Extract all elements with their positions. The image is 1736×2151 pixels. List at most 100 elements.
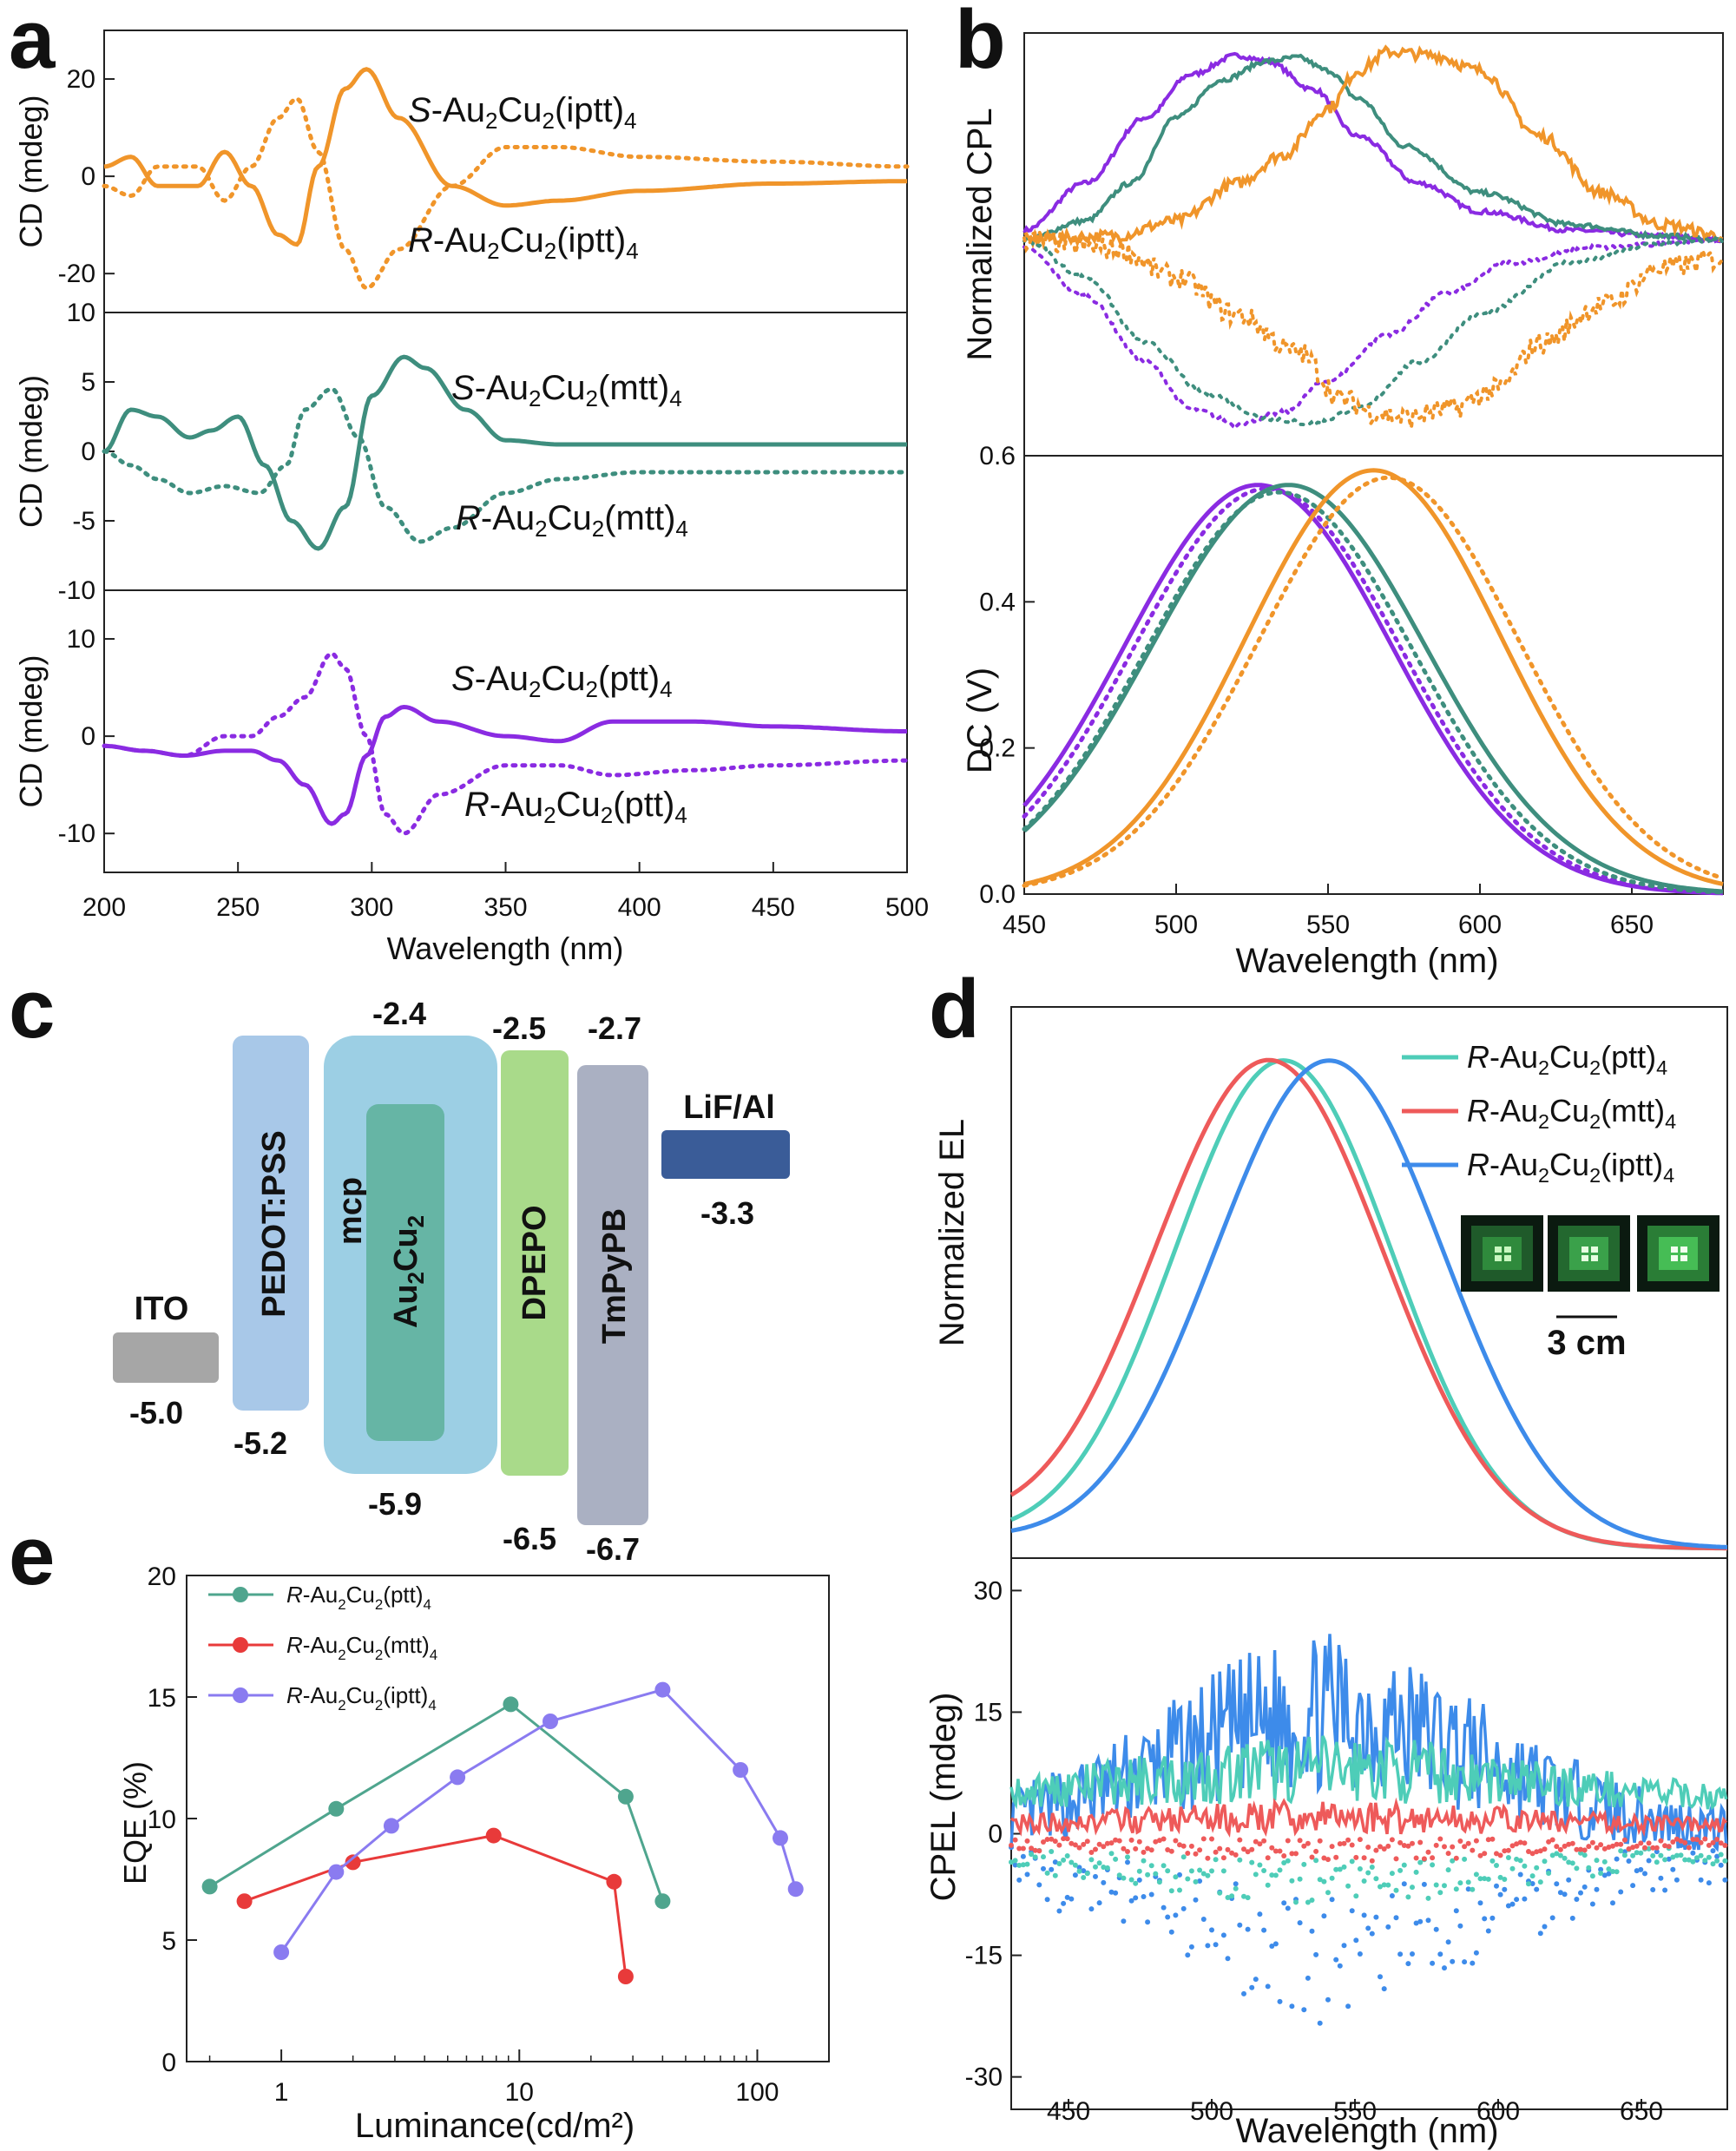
- d-xtick-label-4: 650: [1620, 2097, 1663, 2126]
- d-cpel-point-5-133: [1542, 1846, 1548, 1852]
- d-cpel-point-3-2: [1016, 1877, 1023, 1883]
- a-curve-label-2-1-t1: -Au: [490, 786, 543, 824]
- d-cpel-point-3-3: [1020, 1853, 1026, 1859]
- d-cpel-point-3-133: [1542, 1924, 1548, 1930]
- panel-e-ylabel: EQE (%): [117, 1761, 153, 1885]
- d-cpel-point-5-137: [1557, 1846, 1563, 1852]
- d-legend-label-1-t1: -Au: [1489, 1093, 1538, 1128]
- d-cpel-point-5-174: [1706, 1842, 1712, 1848]
- d-cpel-point-4-40: [1168, 1888, 1174, 1894]
- d-cpel-point-4-89: [1365, 1870, 1371, 1876]
- e-legend-label-0-s2: 2: [375, 1596, 383, 1613]
- d-cpel-point-4-19: [1084, 1871, 1090, 1877]
- d-cpel-point-3-63: [1261, 1927, 1267, 1933]
- d-cpel-point-4-85: [1349, 1858, 1355, 1865]
- e-legend-swatch-dot-2: [233, 1687, 248, 1703]
- d-cpel-point-3-147: [1598, 1866, 1604, 1872]
- e-point-0-4: [654, 1893, 671, 1910]
- d-cpel-point-5-162: [1658, 1838, 1664, 1844]
- d-cpel-point-5-28: [1121, 1845, 1127, 1852]
- d-cpel-point-3-68: [1281, 1900, 1287, 1906]
- d-cpel-point-5-147: [1598, 1842, 1604, 1848]
- e-ytick-label-2: 10: [148, 1806, 176, 1834]
- a-curve-label-1-1-s1: 2: [535, 516, 547, 542]
- d-cpel-point-4-11: [1052, 1872, 1058, 1878]
- d-legend-label-2-s1: 2: [1538, 1164, 1549, 1187]
- d-cpel-point-4-14: [1064, 1853, 1070, 1858]
- d-cpel-point-3-163: [1662, 1887, 1668, 1893]
- d-cpel-point-4-5: [1029, 1852, 1035, 1858]
- d-cpel-point-4-66: [1272, 1872, 1279, 1878]
- d-cpel-point-5-111: [1453, 1855, 1459, 1861]
- d-cpel-point-5-40: [1168, 1848, 1174, 1854]
- d-legend-label-0-s1: 2: [1538, 1056, 1549, 1079]
- d-cpel-point-4-122: [1497, 1874, 1503, 1880]
- d-cpel-point-4-3: [1020, 1862, 1026, 1868]
- layer-tmpypb-label: TmPyPB: [596, 1208, 633, 1344]
- b-xtick-label-0: 450: [1003, 911, 1046, 939]
- d-cpel-point-4-152: [1618, 1848, 1624, 1854]
- d-cpel-point-5-171: [1694, 1837, 1700, 1843]
- d-cpel-point-4-49: [1205, 1872, 1211, 1878]
- d-cpel-point-3-102: [1417, 1918, 1424, 1924]
- d-cpel-point-4-143: [1581, 1852, 1588, 1858]
- d-cpel-point-5-80: [1329, 1844, 1335, 1850]
- b-dc-series-1: [1022, 486, 1726, 896]
- a-curve-label-0-0: S-Au2Cu2(iptt)4: [408, 91, 636, 134]
- d-cpel-point-5-42: [1177, 1842, 1182, 1848]
- d-cpel-point-3-94: [1385, 1924, 1391, 1930]
- d-cpel-point-5-16: [1072, 1842, 1078, 1848]
- d-cpel-point-4-2: [1016, 1862, 1023, 1868]
- d-cpel-point-4-74: [1305, 1899, 1311, 1905]
- d-cpel-point-3-138: [1562, 1891, 1568, 1898]
- d-cpel-point-3-81: [1333, 1957, 1339, 1963]
- d-cpel-point-5-39: [1165, 1847, 1171, 1852]
- d-cpel-point-3-49: [1205, 1943, 1211, 1949]
- b-ytick-label-0: 0.0: [979, 880, 1016, 909]
- d-cpel-point-5-72: [1297, 1838, 1303, 1844]
- d-cpel-point-3-10: [1049, 1866, 1055, 1872]
- d-cpel-point-4-8: [1041, 1854, 1046, 1860]
- d-cpel-point-4-38: [1161, 1863, 1167, 1869]
- d-cpel-point-5-36: [1153, 1839, 1159, 1845]
- d-cpel-point-4-69: [1285, 1858, 1291, 1864]
- mcp-lumo: -2.4: [372, 996, 426, 1031]
- e-legend-label-1-t3: (mtt): [383, 1632, 429, 1658]
- d-cpel-point-3-104: [1425, 1917, 1431, 1924]
- d-cpel-point-4-131: [1534, 1865, 1540, 1871]
- d-cpel-point-3-131: [1534, 1886, 1540, 1892]
- d-cpel-point-5-37: [1156, 1838, 1162, 1844]
- d-cpel-point-5-65: [1269, 1845, 1275, 1851]
- d-cpel-point-4-39: [1165, 1868, 1171, 1874]
- d-cpel-point-3-141: [1574, 1897, 1580, 1902]
- d-cpel-point-4-21: [1093, 1864, 1098, 1870]
- d-cpel-point-4-124: [1505, 1855, 1511, 1860]
- d-cpel-point-5-44: [1185, 1851, 1191, 1856]
- d-cpel-point-4-115: [1470, 1886, 1476, 1892]
- d-cpel-point-3-18: [1081, 1868, 1087, 1874]
- e-series-line-0: [208, 1702, 664, 1902]
- d-cpel-point-3-178: [1722, 1877, 1728, 1883]
- d-cpel-point-4-102: [1417, 1859, 1424, 1865]
- d-cpel-point-3-4: [1024, 1871, 1030, 1878]
- d-cpel-point-5-142: [1578, 1846, 1583, 1852]
- d-cpel-point-3-111: [1453, 1908, 1459, 1914]
- d-cpel-point-5-17: [1076, 1845, 1082, 1851]
- d-legend-label-2-t3: (iptt): [1601, 1147, 1663, 1182]
- d-cpel-point-5-74: [1305, 1840, 1311, 1846]
- d-cpel-point-3-98: [1401, 1881, 1407, 1887]
- d-cpel-point-3-86: [1353, 1937, 1359, 1944]
- d-cpel-point-3-109: [1445, 1939, 1451, 1945]
- d-cpel-point-5-143: [1581, 1847, 1588, 1853]
- d-cpel-point-3-53: [1220, 1932, 1226, 1938]
- d-cpel-point-5-97: [1397, 1839, 1404, 1845]
- b-cpl-series-2: [1023, 44, 1724, 250]
- d-cpel-point-3-62: [1257, 1911, 1263, 1917]
- d-cpel-point-5-9: [1044, 1837, 1050, 1842]
- d-cpel-point-5-90: [1369, 1858, 1375, 1864]
- d-cpel-point-3-108: [1442, 1965, 1447, 1971]
- d-cpel-point-5-51: [1213, 1849, 1219, 1855]
- d-cpel-point-3-58: [1241, 1990, 1246, 1996]
- layer-ito-label: ITO: [135, 1291, 189, 1327]
- e-point-0-0: [201, 1878, 218, 1895]
